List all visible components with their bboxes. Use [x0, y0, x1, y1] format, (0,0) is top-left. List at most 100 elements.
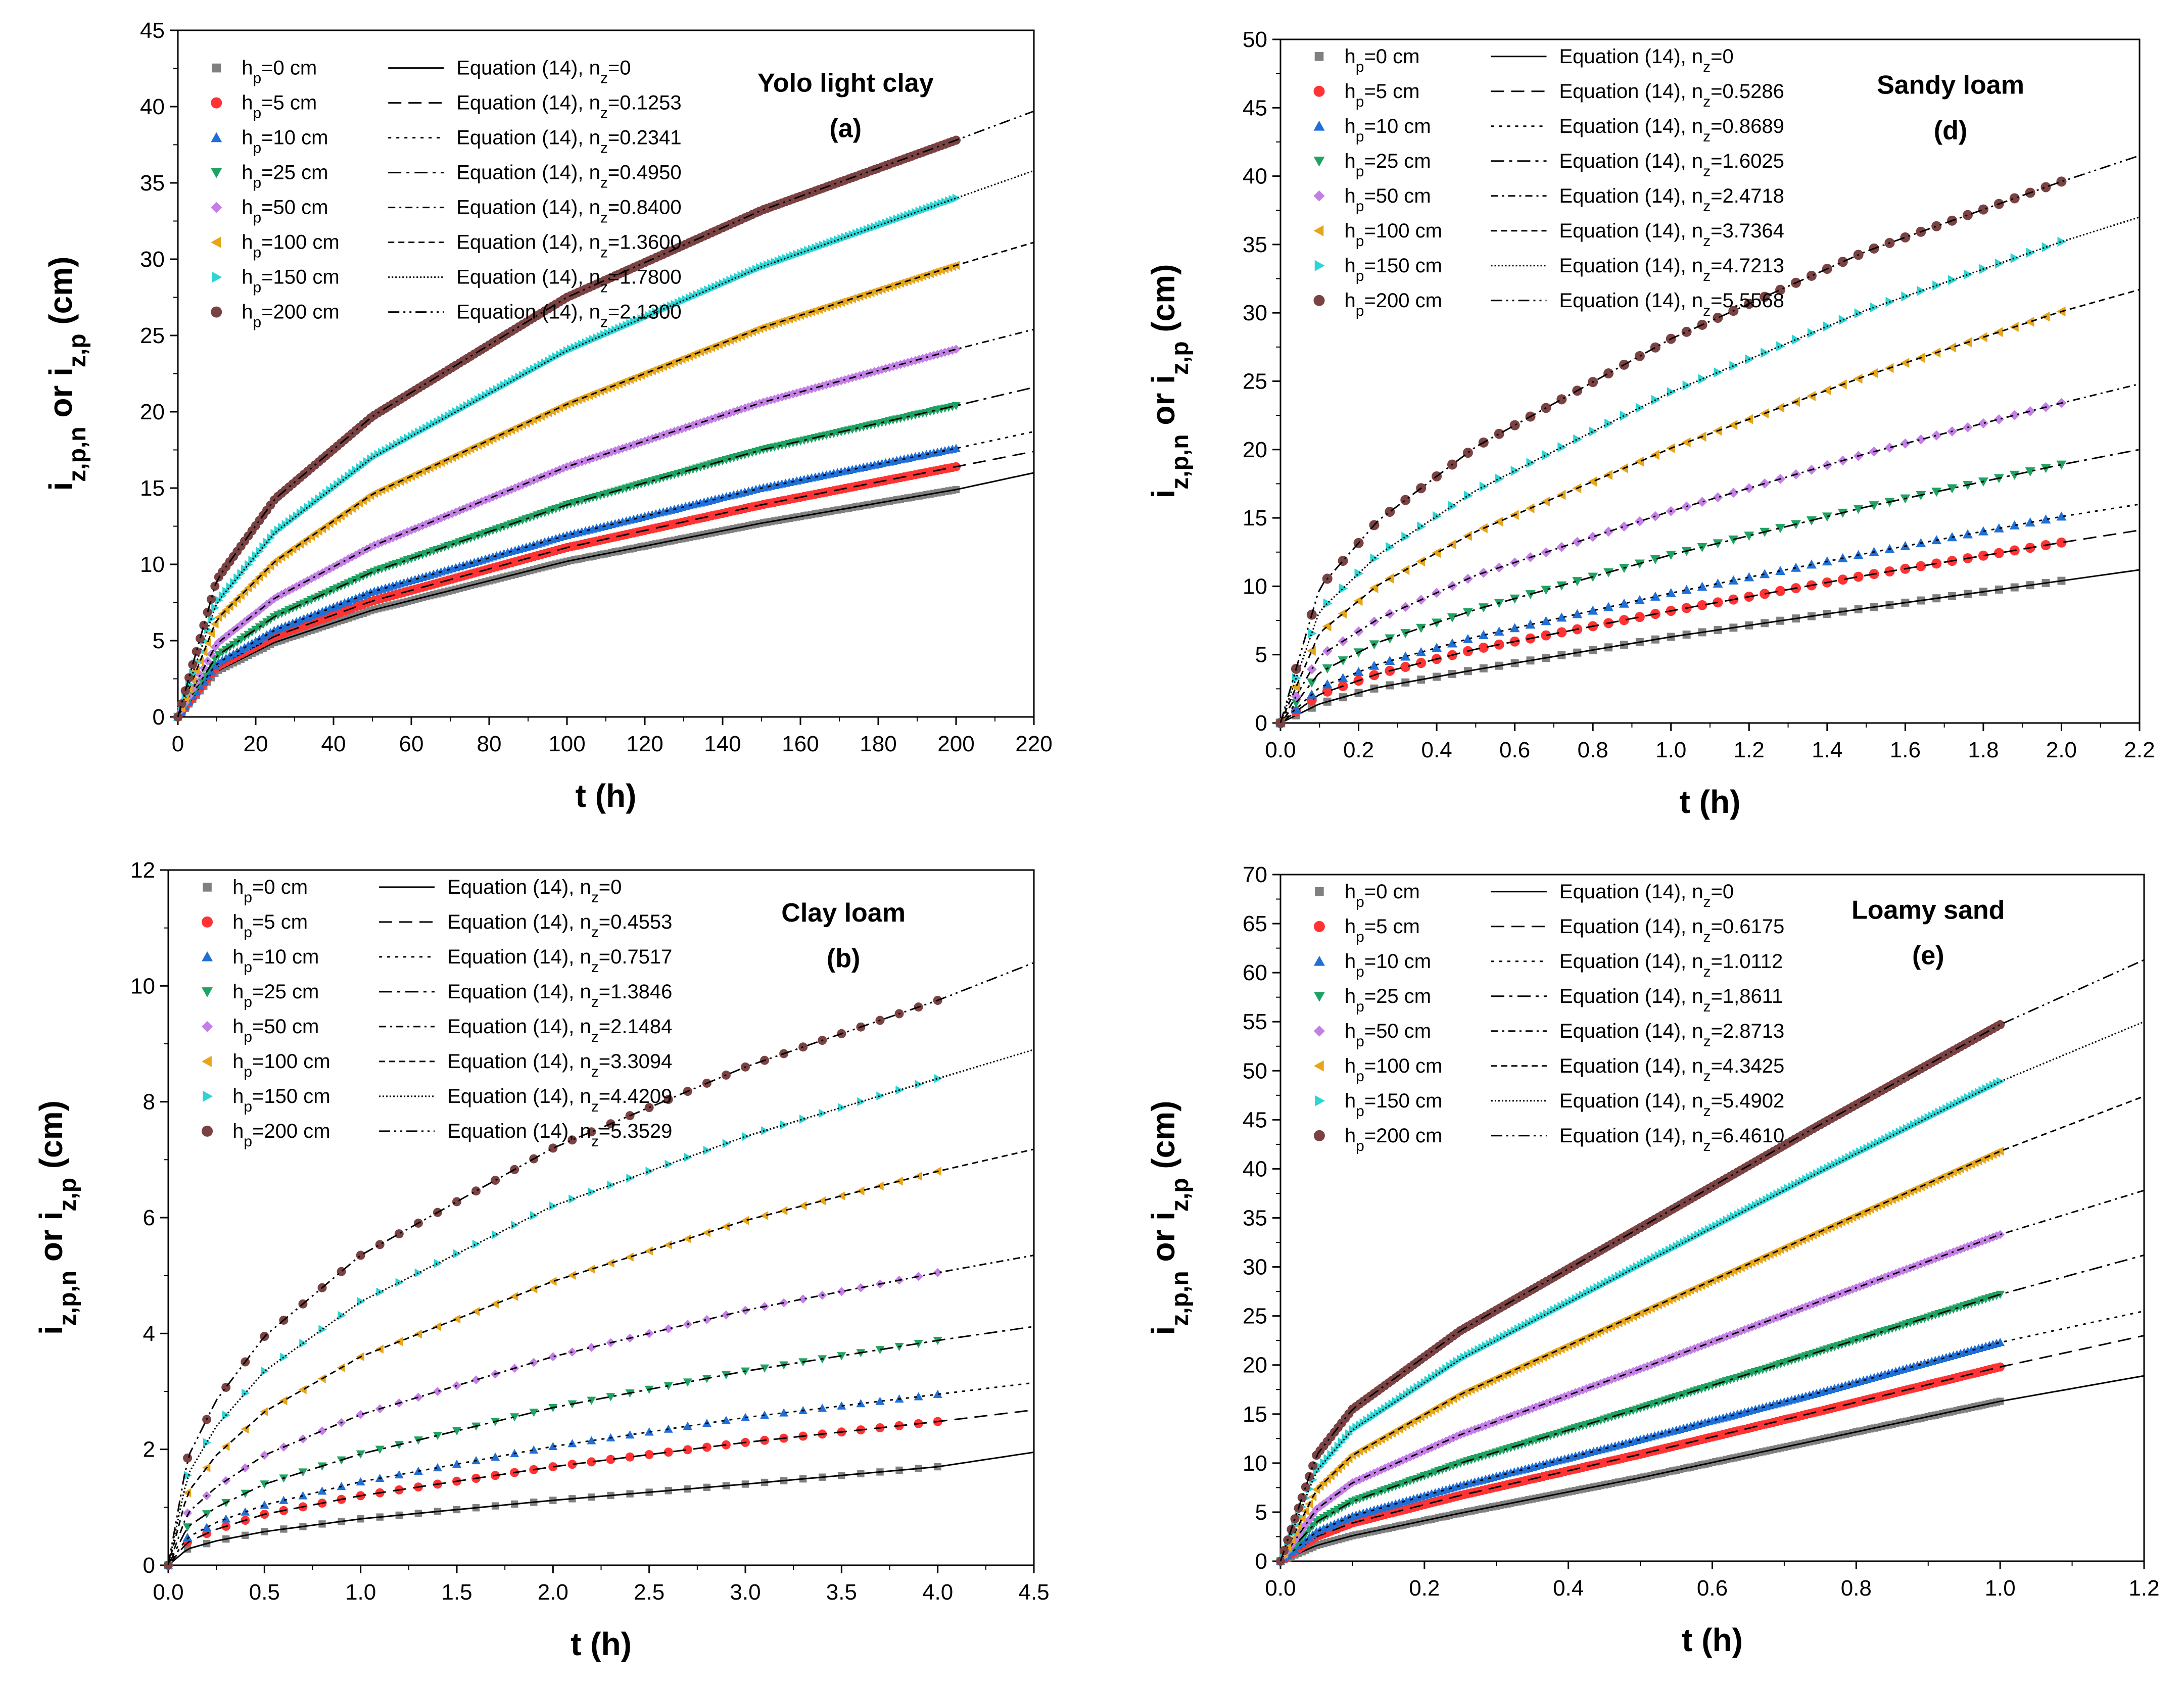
legend-marker: [1313, 955, 1325, 966]
data-point: [1947, 342, 1957, 353]
data-point: [1588, 605, 1598, 615]
legend-marker: [212, 271, 222, 283]
y-tick-label: 45: [1243, 95, 1267, 120]
data-point: [1666, 588, 1676, 597]
data-point: [952, 444, 961, 452]
data-point: [376, 1287, 385, 1297]
data-point: [1619, 615, 1629, 625]
data-point: [1697, 600, 1707, 610]
data-point: [1603, 368, 1614, 379]
x-tick-label: 1.0: [1655, 738, 1686, 762]
legend-label-hp: hp=5 cm: [1345, 80, 1420, 110]
data-point: [567, 1271, 576, 1280]
legend-label-equation: Equation (14), nz=6.4610: [1559, 1125, 1784, 1154]
data-point: [192, 647, 201, 656]
data-point: [1884, 442, 1895, 453]
data-point: [1775, 565, 1786, 575]
data-point: [702, 1315, 711, 1324]
data-point: [183, 1532, 193, 1541]
data-markers: [1275, 511, 2067, 727]
y-tick-label: 40: [140, 94, 165, 119]
data-point: [819, 1108, 827, 1118]
legend-marker: [211, 236, 221, 248]
series-hp150: [164, 1049, 1034, 1570]
data-point: [1478, 642, 1489, 653]
data-point: [1978, 550, 1988, 561]
fit-line: [177, 451, 1034, 717]
legend: hp=0 cm Equation (14), nz=0 hp=5 cm Equatio…: [202, 876, 672, 1149]
data-point: [241, 1507, 250, 1516]
data-point: [1291, 698, 1301, 708]
x-tick-label: 0.4: [1421, 738, 1452, 762]
x-tick-label: 4.5: [1018, 1580, 1049, 1605]
data-point: [375, 1445, 385, 1454]
data-point: [1728, 420, 1738, 430]
legend-label-hp: hp=50 cm: [232, 1016, 319, 1045]
legend-marker: [202, 1055, 212, 1067]
legend-marker: [202, 1021, 213, 1032]
data-point: [1620, 410, 1629, 421]
data-point: [471, 1375, 481, 1385]
series-hp5: [164, 1409, 1034, 1570]
data-point: [625, 1430, 635, 1439]
x-tick-label: 220: [1015, 732, 1052, 756]
legend-label-hp: hp=150 cm: [1345, 255, 1442, 284]
x-tick-label: 3.5: [826, 1580, 857, 1605]
x-tick-label: 1.2: [1734, 738, 1765, 762]
y-tick-label: 0: [1255, 1549, 1267, 1574]
data-point: [1917, 285, 1926, 296]
data-point: [375, 1240, 385, 1249]
fit-line: [177, 170, 1034, 717]
data-point: [184, 673, 194, 683]
x-tick-label: 0.0: [153, 1580, 183, 1605]
data-point: [875, 1396, 885, 1405]
x-tick-label: 2.5: [634, 1580, 664, 1605]
data-point: [1853, 373, 1863, 384]
fit-line: [1279, 216, 2140, 724]
data-point: [1807, 328, 1817, 339]
y-tick-label: 40: [1243, 1156, 1267, 1181]
x-tick-label: 3.0: [730, 1580, 761, 1605]
data-point: [933, 1389, 942, 1398]
y-tick-label: 35: [1243, 232, 1267, 257]
data-point: [548, 1277, 557, 1286]
data-point: [1541, 496, 1550, 507]
series-hp25: [173, 387, 1034, 721]
x-axis-title: t (h): [1682, 1622, 1743, 1658]
legend-marker: [1314, 52, 1324, 61]
data-markers: [164, 1268, 942, 1570]
legend-label-hp: hp=0 cm: [1345, 45, 1420, 75]
legend-label-equation: Equation (14), nz=0: [1559, 45, 1734, 75]
data-point: [837, 1401, 846, 1410]
data-point: [683, 1421, 692, 1430]
data-point: [529, 1409, 539, 1417]
data-point: [1290, 1514, 1300, 1524]
data-point: [1603, 526, 1614, 537]
data-point: [568, 1194, 577, 1204]
fit-line: [167, 1049, 1034, 1566]
legend-label-hp: hp=100 cm: [1345, 1055, 1442, 1085]
legend-label-equation: Equation (14), nz=3.3094: [447, 1050, 672, 1080]
data-point: [818, 1196, 826, 1205]
x-tick-label: 0.2: [1343, 738, 1374, 762]
data-point: [2025, 467, 2035, 476]
series-hp0: [1276, 569, 2140, 727]
data-point: [2056, 460, 2067, 470]
data-point: [261, 1366, 269, 1376]
data-point: [177, 699, 186, 709]
data-point: [1806, 270, 1817, 281]
x-tick-label: 1.5: [441, 1580, 472, 1605]
legend-label-equation: Equation (14), nz=2.8713: [1559, 1020, 1784, 1050]
panel-e: 0.0 0.2 0.4 0.6 0.8 1.0 1.2 0 5 10 15 20 25 30 35 40 45 5…: [1145, 862, 2160, 1658]
y-tick-label: 40: [1243, 164, 1267, 189]
data-point: [587, 1265, 595, 1274]
data-point: [237, 569, 246, 578]
data-point: [644, 1427, 654, 1436]
data-markers: [1276, 1397, 2004, 1565]
data-point: [1634, 456, 1644, 467]
legend: hp=0 cm Equation (14), nz=0 hp=5 cm Equatio…: [1313, 45, 1784, 319]
data-point: [1775, 586, 1786, 596]
legend-marker: [211, 132, 222, 142]
data-point: [1385, 656, 1395, 665]
